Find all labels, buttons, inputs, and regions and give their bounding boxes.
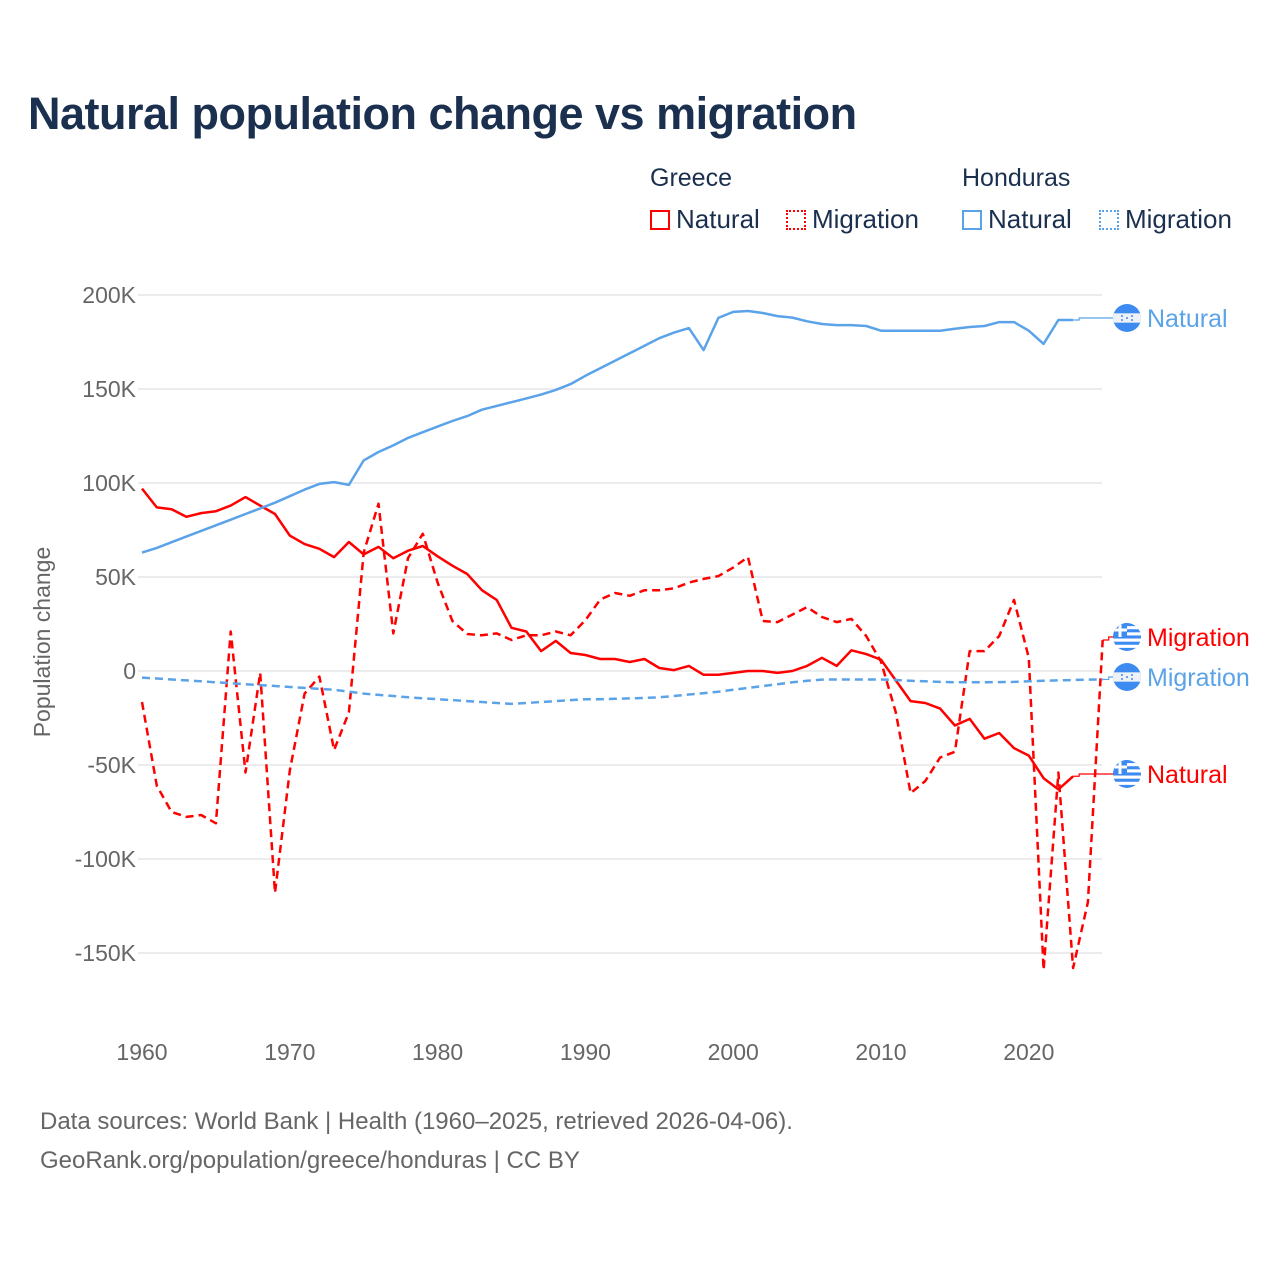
y-tick-label: -50K [87,752,136,778]
x-tick-label: 1990 [560,1039,611,1065]
x-tick-label: 2020 [1003,1039,1054,1065]
series-end-label: Natural [1147,305,1228,333]
y-tick-label: 100K [82,470,136,496]
legend-swatch-dotted-icon [1099,209,1119,230]
chart-title: Natural population change vs migration [28,88,857,139]
legend-swatch-solid-icon [650,209,670,230]
y-tick-label: -150K [75,940,137,966]
series-line-greece-migration [140,502,1104,972]
legend-swatch-solid-icon [962,209,982,230]
legend-group-honduras: Honduras [962,164,1071,192]
legend-group-greece: Greece [650,164,732,192]
y-tick-label: 0 [123,658,136,684]
footer-attribution: GeoRank.org/population/greece/honduras |… [40,1147,580,1174]
label-connector [1102,676,1114,681]
x-tick-label: 1980 [412,1039,463,1065]
label-connector [1102,636,1114,641]
y-axis-label: Population change [29,547,55,738]
label-connector [1073,773,1114,777]
series-end-label: Migration [1147,664,1250,692]
footer-sources: Data sources: World Bank | Health (1960–… [40,1108,793,1135]
y-tick-label: 50K [95,564,137,590]
legend-label: Migration [812,204,919,234]
legend-label: Natural [988,204,1072,234]
x-tick-label: 2000 [708,1039,759,1065]
legend-honduras-natural[interactable]: Natural [962,204,1072,235]
y-tick-label: 150K [82,376,136,402]
x-tick-label: 1960 [116,1039,167,1065]
greece-flag-icon [1113,760,1141,788]
series-line-greece-natural [141,487,1074,791]
x-tick-label: 1970 [264,1039,315,1065]
legend-swatch-dotted-icon [786,209,806,230]
legend-honduras-migration[interactable]: Migration [1099,204,1232,235]
series-end-label: Natural [1147,761,1228,789]
legend-greece-natural[interactable]: Natural [650,204,760,235]
legend-label: Natural [676,204,760,234]
y-tick-label: -100K [75,846,137,872]
honduras-flag-icon [1113,304,1141,332]
series-line-honduras-migration [141,676,1103,706]
greece-flag-icon [1113,623,1141,651]
legend-greece-migration[interactable]: Migration [786,204,919,235]
legend-label: Migration [1125,204,1232,234]
honduras-flag-icon [1113,663,1141,691]
x-tick-label: 2010 [855,1039,906,1065]
series-end-label: Migration [1147,624,1250,652]
series-line-honduras-natural [141,309,1074,554]
y-tick-label: 200K [82,282,136,308]
label-connector [1073,317,1114,321]
